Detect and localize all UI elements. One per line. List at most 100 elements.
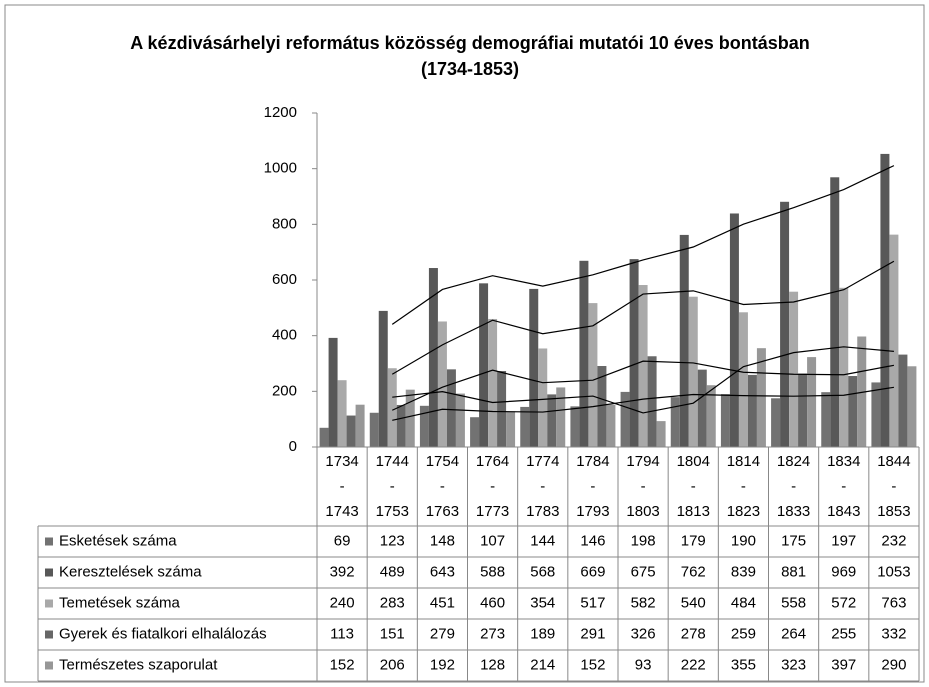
table-value: 144 — [530, 532, 555, 549]
table-value: 762 — [681, 563, 706, 580]
bar — [771, 398, 781, 447]
table-value: 151 — [380, 625, 405, 642]
table-value: 146 — [580, 532, 605, 549]
y-tick-label: 1200 — [264, 104, 297, 121]
table-value: 259 — [731, 625, 756, 642]
x-tick-label: 1744 - 1753 — [375, 453, 409, 520]
table-value: 283 — [380, 594, 405, 611]
legend-label: Temetések száma — [59, 594, 181, 611]
bar — [455, 393, 465, 447]
bar — [857, 336, 867, 447]
bar — [479, 283, 489, 447]
bar — [807, 357, 817, 447]
bar — [789, 291, 799, 447]
bar — [871, 382, 881, 447]
table-value: 290 — [881, 656, 906, 673]
table-value: 643 — [430, 563, 455, 580]
bar — [688, 296, 698, 447]
table-value: 107 — [480, 532, 505, 549]
table-value: 484 — [731, 594, 756, 611]
bar — [647, 356, 657, 447]
legend-label: Keresztelések száma — [59, 563, 202, 580]
x-tick-label: 1774 - 1783 — [526, 453, 560, 520]
table-value: 189 — [530, 625, 555, 642]
bar — [346, 415, 356, 447]
table-value: 969 — [831, 563, 856, 580]
bar — [538, 348, 548, 447]
table-value: 255 — [831, 625, 856, 642]
legend-label: Gyerek és fiatalkori elhalálozás — [59, 625, 267, 642]
table-value: 451 — [430, 594, 455, 611]
bar — [606, 404, 616, 447]
bar — [437, 321, 447, 447]
table-value: 392 — [330, 563, 355, 580]
bar — [470, 417, 480, 447]
bar — [570, 406, 580, 447]
x-tick-label: 1794 - 1803 — [626, 453, 660, 520]
table-value: 540 — [681, 594, 706, 611]
bar — [697, 369, 707, 447]
bar — [756, 348, 766, 447]
bar — [428, 268, 438, 447]
table-value: 558 — [781, 594, 806, 611]
table-value: 278 — [681, 625, 706, 642]
table-value: 264 — [781, 625, 806, 642]
table-value: 214 — [530, 656, 555, 673]
table-value: 113 — [330, 625, 354, 642]
bar — [506, 411, 516, 447]
table-value: 222 — [681, 656, 706, 673]
table-value: 206 — [380, 656, 405, 673]
x-tick-label: 1734 - 1743 — [325, 453, 359, 520]
bar — [529, 288, 539, 447]
bar — [780, 201, 790, 447]
table-value: 192 — [430, 656, 455, 673]
chart-border — [4, 4, 925, 683]
table-value: 190 — [731, 532, 756, 549]
table-value: 152 — [580, 656, 605, 673]
y-tick-label: 200 — [272, 382, 297, 399]
bar — [720, 394, 730, 447]
table-value: 128 — [480, 656, 505, 673]
table-value: 588 — [480, 563, 505, 580]
table-value: 881 — [781, 563, 806, 580]
bar — [729, 213, 739, 447]
bar — [396, 404, 406, 447]
table-value: 148 — [430, 532, 455, 549]
table-value: 669 — [580, 563, 605, 580]
table-value: 152 — [330, 656, 355, 673]
table-value: 460 — [480, 594, 505, 611]
legend-label: Esketések száma — [59, 532, 177, 549]
x-tick-label: 1834 - 1843 — [827, 453, 861, 520]
table-value: 197 — [831, 532, 856, 549]
bar — [706, 385, 716, 447]
table-value: 323 — [781, 656, 806, 673]
table-value: 240 — [330, 594, 355, 611]
y-tick-label: 0 — [289, 438, 297, 455]
table-value: 839 — [731, 563, 756, 580]
table-value: 326 — [631, 625, 656, 642]
x-tick-label: 1764 - 1773 — [475, 453, 510, 520]
bar — [387, 368, 397, 447]
bar — [839, 287, 849, 447]
y-tick-label: 600 — [272, 271, 297, 288]
legend-label: Természetes szaporulat — [59, 656, 218, 673]
table-value: 568 — [530, 563, 555, 580]
table-value: 582 — [631, 594, 656, 611]
table-value: 397 — [831, 656, 856, 673]
y-tick-label: 400 — [272, 327, 297, 344]
bar — [588, 303, 598, 447]
bar — [355, 404, 365, 447]
bar — [656, 421, 666, 447]
table-value: 354 — [530, 594, 555, 611]
trendline — [392, 386, 895, 421]
table-value: 69 — [334, 532, 351, 549]
table-value: 763 — [881, 594, 906, 611]
bar — [620, 391, 630, 447]
trendline — [392, 346, 894, 414]
legend-key — [45, 537, 53, 546]
y-tick-label: 800 — [272, 215, 297, 232]
trendline — [391, 360, 895, 411]
table-value: 517 — [580, 594, 605, 611]
bar — [405, 389, 415, 447]
table-value: 273 — [480, 625, 505, 642]
